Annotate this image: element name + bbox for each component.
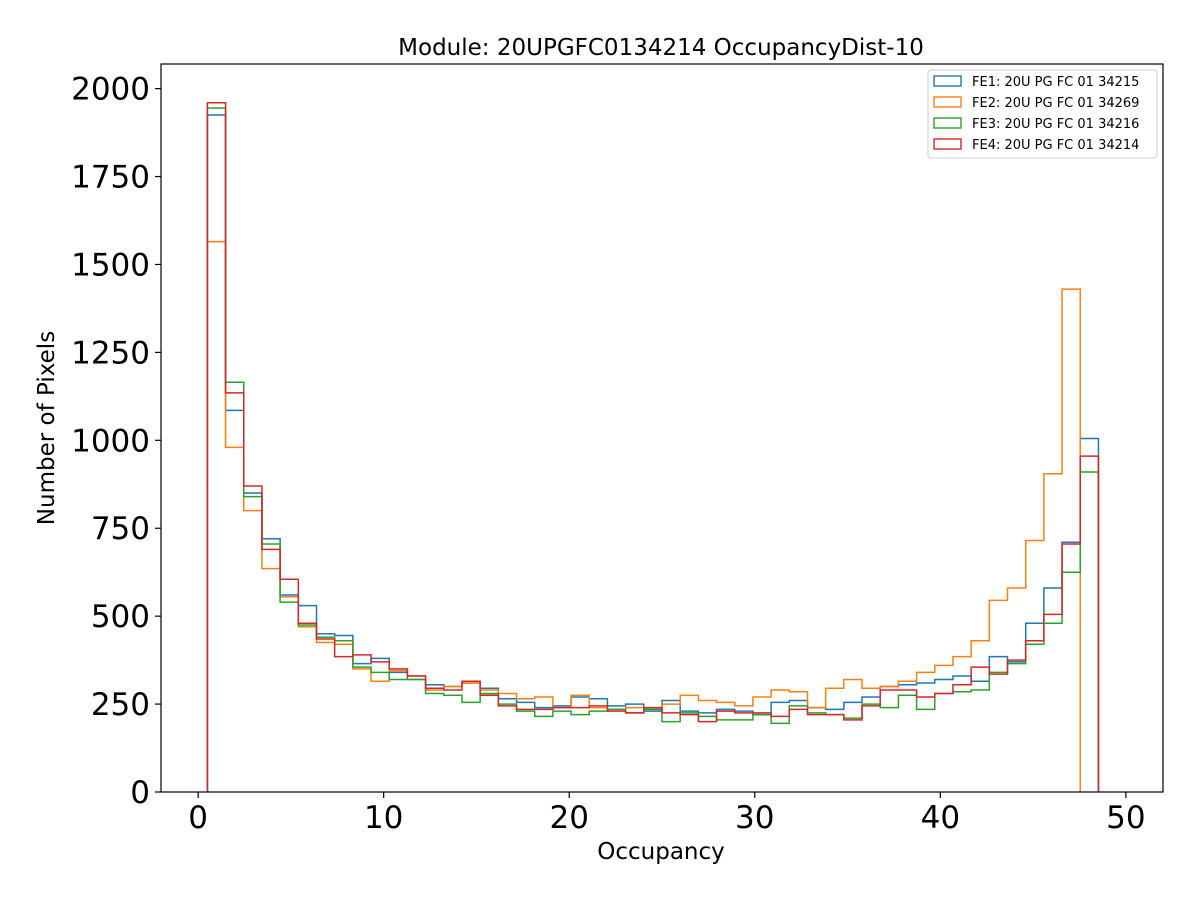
chart-title: Module: 20UPGFC0134214 OccupancyDist-10 <box>398 35 924 61</box>
x-axis-label: Occupancy <box>597 839 725 865</box>
legend-label: FE1: 20U PG FC 01 34215 <box>972 75 1139 90</box>
x-tick-label: 0 <box>188 800 208 836</box>
legend-entry: FE2: 20U PG FC 01 34269 <box>933 96 1139 111</box>
legend-swatch <box>933 138 962 150</box>
legend-swatch <box>933 96 962 108</box>
legend-label: FE4: 20U PG FC 01 34214 <box>972 138 1139 153</box>
legend-label: FE2: 20U PG FC 01 34269 <box>972 96 1139 111</box>
y-tick-label: 1000 <box>71 423 150 459</box>
y-axis-label: Number of Pixels <box>34 331 60 525</box>
y-tick-label: 0 <box>130 775 150 811</box>
x-tick-label: 30 <box>735 800 774 836</box>
x-tick-label: 10 <box>364 800 403 836</box>
legend-box <box>927 69 1158 159</box>
series-4 <box>206 101 1100 792</box>
legend-entry: FE3: 20U PG FC 01 34216 <box>933 117 1139 132</box>
legend-entry: FE4: 20U PG FC 01 34214 <box>933 138 1139 153</box>
legend-swatch <box>933 117 962 129</box>
legend: FE1: 20U PG FC 01 34215 FE2: 20U PG FC 01… <box>927 69 1158 159</box>
series-4-step-line <box>206 101 1100 792</box>
y-tick-label: 500 <box>91 599 150 635</box>
y-tick-label: 750 <box>91 511 150 547</box>
series-1 <box>206 114 1100 792</box>
x-tick-label: 50 <box>1106 800 1145 836</box>
x-tick-label: 20 <box>549 800 588 836</box>
y-tick-label: 1250 <box>71 335 150 371</box>
y-tick-label: 1750 <box>71 160 150 196</box>
plot-frame <box>160 63 1164 793</box>
series-3 <box>206 107 1100 792</box>
y-tick-label: 2000 <box>71 72 150 108</box>
legend-swatch <box>933 75 962 87</box>
x-tick-label: 40 <box>921 800 960 836</box>
series-1-step-line <box>206 114 1100 792</box>
series-layer <box>206 101 1100 792</box>
legend-label: FE3: 20U PG FC 01 34216 <box>972 117 1139 132</box>
x-axis-ticks: 0 10 20 30 40 50 <box>188 792 1146 836</box>
series-3-step-line <box>206 107 1100 792</box>
y-axis-ticks: 0 250 500 750 1000 1250 1500 1750 2000 <box>71 72 161 811</box>
legend-entry: FE1: 20U PG FC 01 34215 <box>933 75 1139 90</box>
y-tick-label: 250 <box>91 687 150 723</box>
y-tick-label: 1500 <box>71 247 150 283</box>
